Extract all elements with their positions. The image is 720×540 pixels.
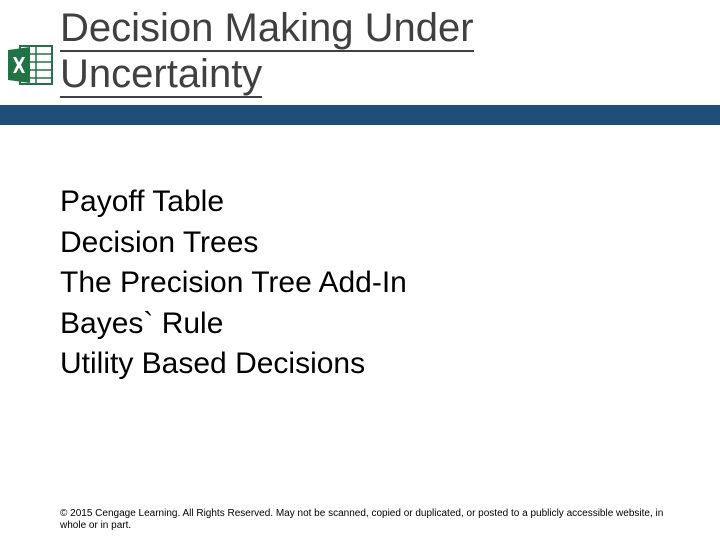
title-line-2: Uncertainty bbox=[60, 52, 262, 98]
copyright-footer: © 2015 Cengage Learning. All Rights Rese… bbox=[60, 508, 680, 532]
slide-title: Decision Making Under Uncertainty bbox=[60, 5, 720, 97]
body-item: Bayes` Rule bbox=[60, 304, 680, 345]
body-item: The Precision Tree Add-In bbox=[60, 263, 680, 304]
body-item: Payoff Table bbox=[60, 182, 680, 223]
title-line-1: Decision Making Under bbox=[60, 6, 474, 52]
footer-text: © 2015 Cengage Learning. All Rights Rese… bbox=[60, 508, 680, 532]
excel-icon bbox=[6, 44, 54, 86]
slide: Decision Making Under Uncertainty Payoff… bbox=[0, 0, 720, 540]
accent-bar bbox=[0, 105, 720, 125]
body-content: Payoff Table Decision Trees The Precisio… bbox=[60, 182, 680, 385]
body-item: Utility Based Decisions bbox=[60, 344, 680, 385]
body-item: Decision Trees bbox=[60, 223, 680, 264]
